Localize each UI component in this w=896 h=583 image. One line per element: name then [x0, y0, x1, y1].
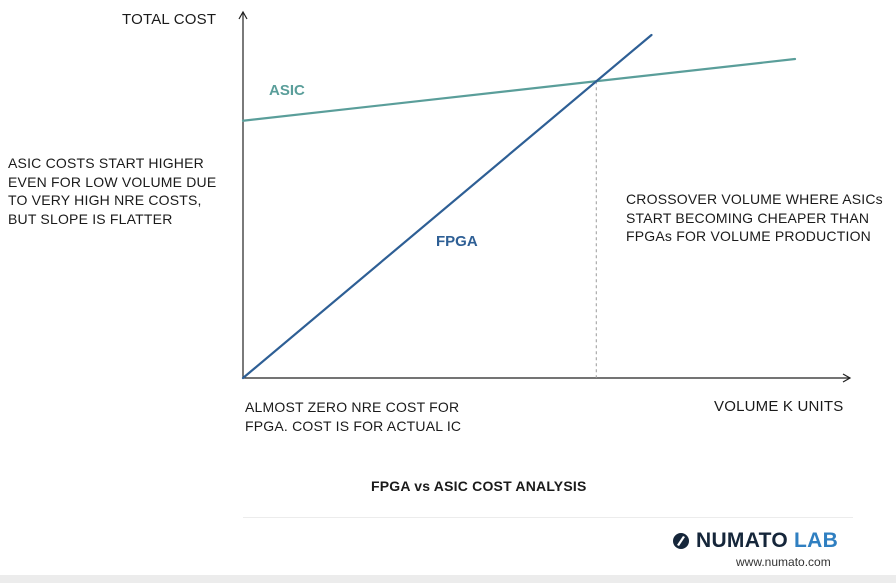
crossover-annotation-line: FPGAs FOR VOLUME PRODUCTION: [626, 228, 871, 244]
y-axis-label: TOTAL COST: [122, 11, 217, 28]
y-axis-arrow: [238, 10, 248, 20]
crossover-annotation-line: CROSSOVER VOLUME WHERE ASICs: [626, 191, 883, 207]
series-line-asic: [241, 57, 797, 122]
asic-annotation: ASIC COSTS START HIGHER EVEN FOR LOW VOL…: [8, 154, 216, 228]
crossover-annotation: CROSSOVER VOLUME WHERE ASICs START BECOM…: [626, 190, 883, 246]
asic-annotation-line: BUT SLOPE IS FLATTER: [8, 210, 173, 227]
axes: [238, 10, 852, 383]
asic-annotation-line: EVEN FOR LOW VOLUME DUE: [8, 173, 217, 190]
series-label-fpga: FPGA: [436, 233, 478, 250]
footer-divider: [243, 517, 853, 518]
brand-logo: NUMATO LAB: [672, 529, 838, 553]
fpga-annotation: ALMOST ZERO NRE COST FOR FPGA. COST IS F…: [245, 398, 461, 435]
brand-word-lab: LAB: [794, 529, 839, 552]
asic-annotation-line: TO VERY HIGH NRE COSTS,: [8, 192, 202, 208]
brand-url: www.numato.com: [736, 555, 831, 569]
x-axis-label: VOLUME K UNITS: [714, 398, 844, 415]
fpga-annotation-line: ALMOST ZERO NRE COST FOR: [245, 399, 460, 415]
crossover-annotation-line: START BECOMING CHEAPER THAN: [626, 209, 870, 226]
numato-logo-icon: [673, 533, 689, 549]
asic-annotation-line: ASIC COSTS START HIGHER: [8, 155, 204, 171]
brand-word-numato: NUMATO: [696, 529, 789, 552]
series-line-fpga: [241, 33, 653, 380]
x-axis-arrow: [842, 373, 852, 383]
chart-caption: FPGA vs ASIC COST ANALYSIS: [371, 478, 587, 494]
bottom-bar: [0, 575, 896, 583]
fpga-annotation-line: FPGA. COST IS FOR ACTUAL IC: [245, 417, 462, 434]
series-label-asic: ASIC: [269, 82, 305, 99]
series-marks: [241, 33, 797, 380]
